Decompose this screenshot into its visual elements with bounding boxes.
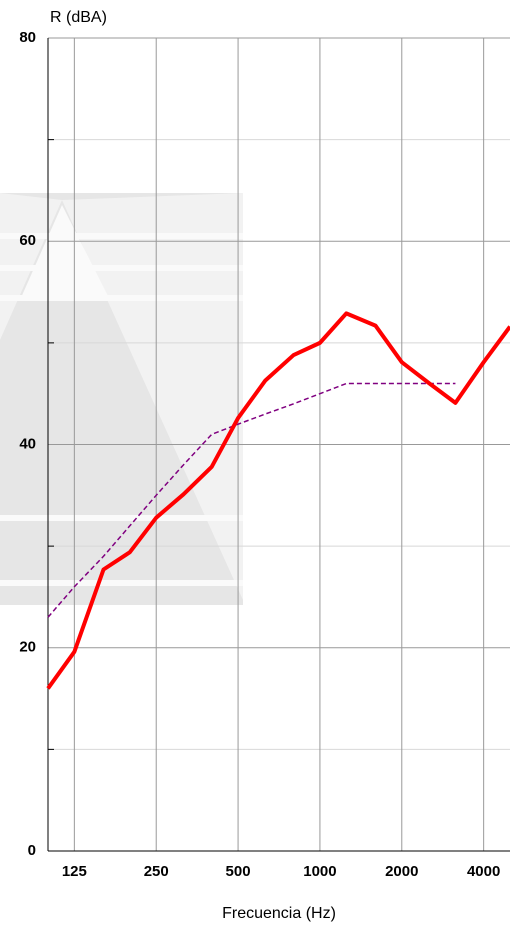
data-line [46,311,510,690]
x-tick-label: 2000 [385,863,418,880]
y-tick-label: 0 [28,842,36,859]
x-tick-label: 250 [144,863,169,880]
x-tick-label: 1000 [303,863,336,880]
y-tick-label: 80 [19,29,36,46]
x-axis-title: Frecuencia (Hz) [222,905,336,922]
y-tick-label: 20 [19,639,36,656]
y-axis-title: R (dBA) [50,9,107,26]
watermark-logo [0,193,243,605]
data-line [47,382,456,618]
x-tick-label: 4000 [467,863,500,880]
y-tick-label: 60 [19,232,36,249]
x-tick-label: 125 [62,863,87,880]
x-tick-label: 500 [226,863,251,880]
y-tick-label: 40 [19,435,36,452]
